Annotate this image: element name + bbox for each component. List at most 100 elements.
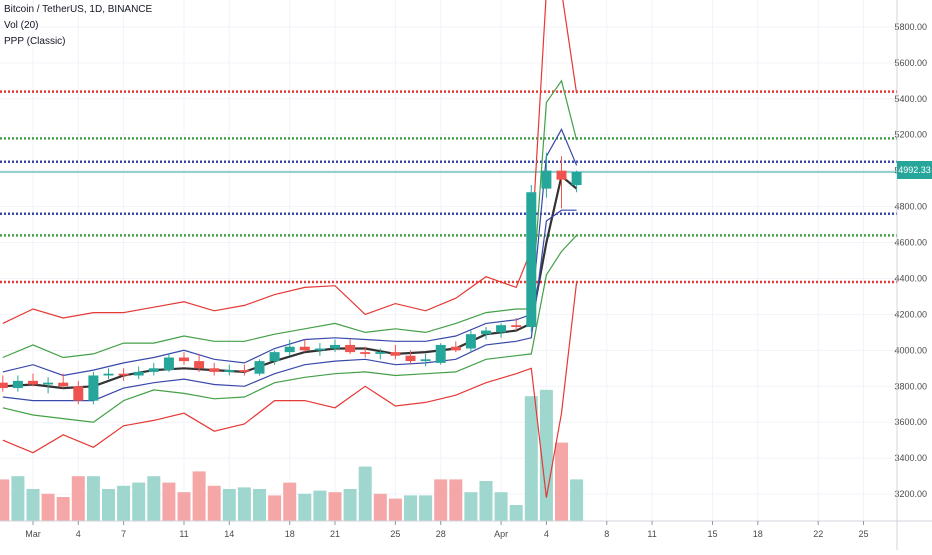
x-tick-label: 28 <box>436 529 446 539</box>
candle-body <box>209 368 220 372</box>
candle-body <box>133 371 144 376</box>
volume-bar <box>132 482 146 521</box>
volume-bar <box>11 476 25 521</box>
volume-bar <box>192 471 206 521</box>
candle-body <box>330 344 340 349</box>
pivot-band-g_up <box>2 79 578 359</box>
volume-bar <box>570 479 584 521</box>
x-tick-label: 15 <box>707 529 717 539</box>
volume-bar <box>117 485 131 521</box>
volume-bar <box>41 493 55 521</box>
volume-bar <box>404 495 417 521</box>
candle-body <box>0 382 8 389</box>
pivot-levels <box>0 90 897 284</box>
volume-bar <box>328 492 342 521</box>
x-tick-label: 22 <box>813 529 823 539</box>
candle-body <box>224 370 235 372</box>
candle-body <box>375 352 386 354</box>
candle-body <box>420 359 431 362</box>
candle-body <box>541 170 552 189</box>
candle-body <box>496 325 507 333</box>
x-tick-label: 11 <box>179 529 188 539</box>
x-tick-label: 25 <box>390 529 400 539</box>
volume-bar <box>358 466 372 521</box>
x-tick-label: Mar <box>25 529 41 539</box>
volume-bar <box>71 476 85 521</box>
volume-bar <box>419 495 433 521</box>
y-tick-label: 4800.00 <box>894 202 927 212</box>
candle-body <box>163 357 174 371</box>
volume-bar <box>434 479 448 521</box>
x-tick-label: 21 <box>330 529 340 539</box>
candle-body <box>481 330 491 335</box>
x-tick-label: 4 <box>76 529 81 539</box>
volume-bar <box>207 485 221 521</box>
volume-bar <box>524 396 538 521</box>
volume-bar <box>56 497 70 521</box>
y-tick-label: 3800.00 <box>894 381 927 391</box>
candle-body <box>269 352 280 362</box>
y-tick-label: 4200.00 <box>894 309 927 319</box>
candle-body <box>239 370 250 372</box>
pivot-band-g_dn <box>2 234 578 423</box>
pivot-band-b_dn <box>2 209 577 402</box>
candle-body <box>526 192 537 327</box>
y-tick-label: 3400.00 <box>894 453 927 463</box>
x-tick-label: 18 <box>285 529 295 539</box>
x-tick-label: 18 <box>753 529 763 539</box>
volume-bar <box>102 489 115 521</box>
candle-body <box>299 346 310 351</box>
candle-body <box>511 325 522 327</box>
volume-bar <box>268 495 282 521</box>
candle-body <box>450 346 461 351</box>
y-tick-label: 4600.00 <box>894 238 927 248</box>
pivot-band-b_up <box>2 128 578 377</box>
volume-bar <box>479 481 493 521</box>
candle-body <box>405 355 416 362</box>
volume-bar <box>509 505 523 521</box>
candle-body <box>435 344 446 363</box>
candle-body <box>12 380 23 389</box>
candle-body <box>390 352 401 356</box>
candle-body <box>148 368 159 372</box>
volume-bar <box>464 492 478 521</box>
candle-body <box>254 361 265 374</box>
y-tick-label: 3200.00 <box>894 489 927 499</box>
y-tick-label: 4000.00 <box>894 345 927 355</box>
y-tick-label: 5200.00 <box>894 130 927 140</box>
volume-bar <box>162 482 176 521</box>
volume-bar <box>539 389 553 521</box>
candle-body <box>345 344 356 353</box>
volume-bar <box>449 479 463 521</box>
candle-body <box>43 382 54 385</box>
candle-body <box>73 386 84 401</box>
candle-body <box>571 172 582 186</box>
x-tick-label: 7 <box>121 529 126 539</box>
legend-pivots: PPP (Classic) <box>4 36 66 47</box>
volume-bar <box>86 476 100 521</box>
volume-bar <box>494 492 508 521</box>
current-price-badge: 4992.33 <box>897 161 932 179</box>
candles <box>0 152 582 405</box>
pivot-band-r_dn <box>2 282 578 498</box>
x-tick-label: 14 <box>224 529 234 539</box>
legend-volume: Vol (20) <box>4 20 39 31</box>
candle-body <box>194 361 205 369</box>
volume-bar <box>555 442 568 521</box>
candle-body <box>88 375 99 401</box>
x-tick-label: 11 <box>647 529 656 539</box>
volume-bar <box>147 476 161 521</box>
volume-bar <box>298 493 312 521</box>
volume-bar <box>313 490 327 521</box>
grid <box>0 0 897 521</box>
candle-body <box>314 348 325 351</box>
x-tick-label: Apr <box>494 529 508 539</box>
volume-bar <box>0 479 10 521</box>
volume-bar <box>343 489 357 521</box>
candle-body <box>58 382 69 387</box>
volume-bar <box>283 482 297 521</box>
volume-bars <box>0 389 584 521</box>
legend: Bitcoin / TetherUS, 1D, BINANCE Vol (20)… <box>4 2 152 50</box>
